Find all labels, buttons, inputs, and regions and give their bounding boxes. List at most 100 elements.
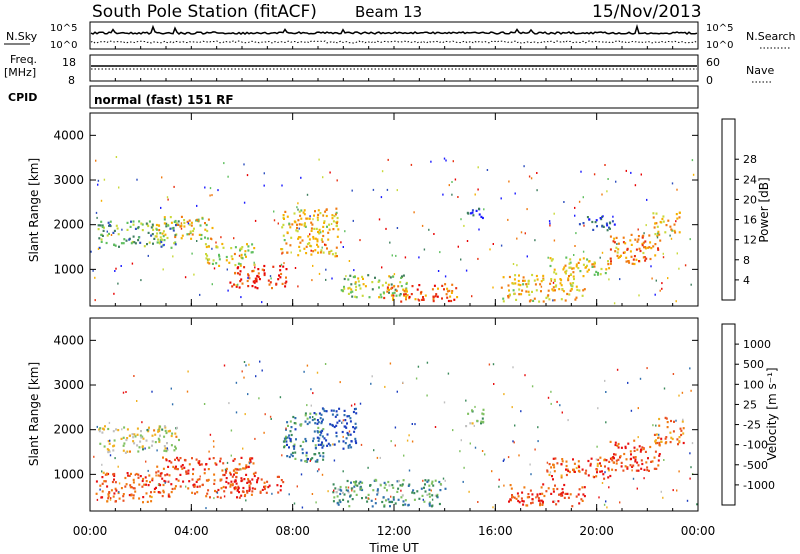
data-cell: [596, 273, 599, 276]
data-cell: [527, 282, 530, 285]
y-tick-label: 4000: [53, 128, 84, 142]
data-cell: [517, 283, 520, 286]
data-cell: [427, 479, 430, 482]
data-cell: [129, 484, 132, 487]
data-cell: [283, 262, 285, 265]
data-cell: [221, 242, 224, 246]
data-cell: [141, 421, 143, 424]
data-cell: [304, 225, 307, 228]
data-cell: [556, 487, 559, 491]
data-cell: [586, 258, 589, 261]
data-cell: [244, 493, 247, 497]
data-cell: [549, 471, 552, 474]
data-cell: [167, 198, 169, 201]
data-cell: [294, 451, 297, 454]
data-cell: [447, 372, 450, 375]
data-cell: [521, 499, 524, 503]
data-cell: [300, 223, 303, 226]
data-cell: [554, 285, 557, 288]
data-cell: [327, 231, 330, 234]
data-cell: [162, 467, 165, 470]
data-cell: [204, 228, 207, 231]
data-cell: [436, 493, 439, 496]
data-cell: [206, 254, 209, 257]
data-cell: [237, 485, 240, 488]
data-cell: [612, 240, 615, 243]
data-cell: [353, 275, 356, 279]
data-cell: [552, 488, 555, 491]
colorbar-tick-label: -1000: [743, 479, 775, 492]
data-cell: [147, 484, 150, 487]
data-cell: [431, 480, 434, 483]
data-cell: [173, 449, 176, 452]
data-cell: [590, 457, 593, 460]
data-cell: [133, 241, 136, 244]
data-cell: [422, 296, 424, 299]
data-cell: [195, 480, 198, 483]
data-cell: [301, 506, 304, 509]
data-cell: [323, 409, 326, 413]
data-cell: [263, 272, 266, 275]
data-cell: [656, 236, 659, 239]
data-cell: [341, 422, 344, 424]
data-cell: [562, 491, 564, 494]
data-cell: [631, 469, 633, 472]
data-cell: [211, 262, 214, 265]
data-cell: [218, 255, 221, 258]
data-cell: [492, 363, 495, 366]
data-cell: [153, 487, 156, 490]
data-cell: [469, 442, 471, 445]
data-cell: [372, 188, 375, 191]
data-cell: [439, 483, 442, 486]
data-cell: [235, 471, 238, 474]
data-cell: [530, 177, 533, 180]
data-cell: [322, 234, 325, 238]
data-cell: [625, 260, 628, 263]
nave-tick-low: 0: [706, 74, 713, 87]
data-cell: [165, 431, 168, 435]
data-cell: [311, 279, 313, 282]
data-cell: [112, 430, 115, 433]
data-cell: [183, 225, 186, 228]
nave-label: Nave: [746, 64, 774, 77]
data-cell: [605, 391, 607, 393]
data-cell: [132, 478, 135, 481]
data-cell: [639, 249, 642, 253]
data-cell: [553, 268, 556, 271]
data-cell: [350, 404, 353, 407]
data-cell: [502, 300, 505, 303]
data-cell: [549, 282, 552, 285]
data-cell: [524, 374, 526, 377]
data-cell: [132, 436, 135, 439]
data-cell: [579, 270, 582, 273]
data-cell: [140, 436, 143, 439]
data-cell: [554, 457, 557, 460]
data-cell: [613, 302, 616, 305]
data-cell: [322, 458, 325, 461]
data-cell: [666, 426, 669, 429]
data-cell: [370, 382, 372, 385]
data-cell: [187, 487, 190, 490]
data-cell: [305, 217, 308, 220]
data-cell: [676, 217, 679, 220]
data-cell: [345, 489, 348, 492]
data-cell: [658, 454, 661, 457]
data-cell: [430, 482, 433, 485]
data-cell: [633, 262, 636, 266]
data-cell: [617, 458, 620, 461]
data-cell: [323, 437, 326, 440]
data-cell: [263, 269, 265, 272]
data-cell: [249, 458, 252, 461]
data-cell: [277, 278, 280, 281]
data-cell: [108, 224, 111, 227]
data-cell: [402, 503, 405, 507]
data-cell: [326, 247, 328, 250]
data-cell: [316, 218, 319, 222]
cpid-panel: CPID normal (fast) 151 RF: [8, 85, 699, 109]
data-cell: [333, 443, 336, 446]
data-cell: [528, 293, 531, 296]
data-cell: [213, 267, 216, 270]
data-cell: [546, 470, 549, 473]
data-cell: [305, 440, 308, 443]
data-cell: [183, 466, 186, 469]
